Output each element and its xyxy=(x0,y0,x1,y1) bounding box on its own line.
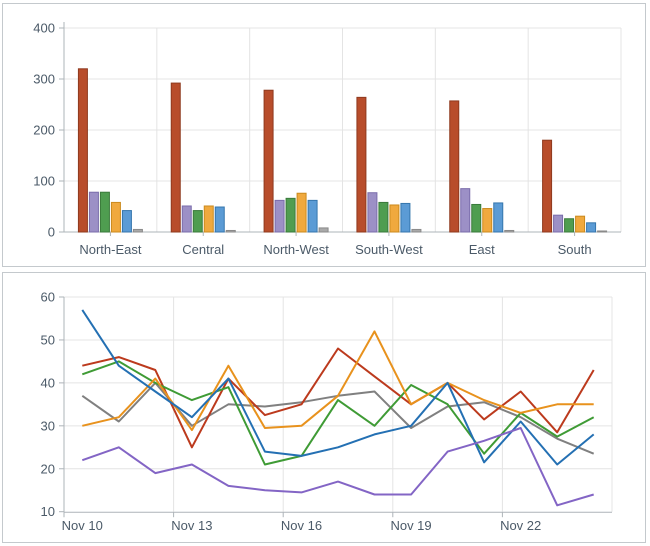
bar-blue-central[interactable] xyxy=(214,206,225,233)
bar-gray-east[interactable] xyxy=(504,229,515,233)
bar-orange-central[interactable] xyxy=(203,205,214,233)
bar-red-south[interactable] xyxy=(542,139,553,233)
x-category-label: South-West xyxy=(355,242,423,257)
line-series-blue[interactable] xyxy=(81,309,595,466)
line-chart-panel: 10 20 30 40 50 60 Nov 10 Nov 13 Nov 16 Nov 19 Nov … xyxy=(2,272,646,543)
y-tick-label: 50 xyxy=(41,332,55,347)
y-tick-label: 200 xyxy=(33,123,55,138)
bar-blue-south[interactable] xyxy=(586,222,597,233)
bar-purple-south[interactable] xyxy=(553,214,564,233)
x-date-label: Nov 16 xyxy=(281,518,322,533)
x-date-label: Nov 19 xyxy=(390,518,431,533)
x-category-label: North-West xyxy=(263,242,329,257)
line-series-green[interactable] xyxy=(81,360,595,466)
bar-green-central[interactable] xyxy=(192,210,203,233)
bar-blue-south-west[interactable] xyxy=(400,202,411,233)
bar-gray-south-west[interactable] xyxy=(411,228,422,233)
bar-orange-south-west[interactable] xyxy=(389,204,400,233)
bar-purple-north-west[interactable] xyxy=(274,199,285,233)
bar-blue-east[interactable] xyxy=(493,202,504,233)
bar-red-south-west[interactable] xyxy=(356,96,367,233)
bar-purple-east[interactable] xyxy=(460,188,471,233)
bar-red-north-west[interactable] xyxy=(263,89,274,233)
bar-gray-north-east[interactable] xyxy=(132,228,143,233)
x-category-label: Central xyxy=(182,242,224,257)
y-tick-label: 30 xyxy=(41,418,55,433)
bar-gray-north-west[interactable] xyxy=(318,227,329,233)
x-date-label: Nov 13 xyxy=(171,518,212,533)
line-series-orange[interactable] xyxy=(82,330,594,432)
bar-green-north-east[interactable] xyxy=(99,191,110,233)
x-category-label: East xyxy=(469,242,495,257)
y-tick-label: 400 xyxy=(33,21,55,36)
y-tick-label: 60 xyxy=(41,290,55,305)
x-date-label: Nov 22 xyxy=(500,518,541,533)
bar-orange-south[interactable] xyxy=(575,215,586,233)
bar-orange-north-east[interactable] xyxy=(110,201,121,233)
y-tick-label: 300 xyxy=(33,72,55,87)
bar-red-east[interactable] xyxy=(449,100,460,233)
y-tick-label: 10 xyxy=(41,504,55,519)
y-tick-label: 40 xyxy=(41,375,55,390)
x-category-label: North-East xyxy=(79,242,142,257)
bar-blue-north-west[interactable] xyxy=(307,199,318,233)
bar-red-central[interactable] xyxy=(170,82,181,233)
bar-chart: 0 100 200 300 400 North-East Central North-West… xyxy=(33,21,622,257)
bar-green-south-west[interactable] xyxy=(378,201,389,233)
bar-green-east[interactable] xyxy=(471,203,482,233)
y-tick-label: 20 xyxy=(41,461,55,476)
bar-gray-south[interactable] xyxy=(597,230,608,233)
bar-orange-north-west[interactable] xyxy=(296,192,307,233)
bar-gray-central[interactable] xyxy=(225,229,236,233)
bar-purple-central[interactable] xyxy=(181,205,192,233)
line-chart: 10 20 30 40 50 60 Nov 10 Nov 13 Nov 16 Nov 19 Nov … xyxy=(41,290,613,533)
x-category-label: South xyxy=(558,242,592,257)
y-tick-label: 100 xyxy=(33,174,55,189)
bar-chart-panel: 0 100 200 300 400 North-East Central North-West… xyxy=(2,3,646,267)
bar-purple-south-west[interactable] xyxy=(367,192,378,233)
line-series-purple[interactable] xyxy=(81,427,594,507)
bar-green-south[interactable] xyxy=(564,218,575,233)
bar-purple-north-east[interactable] xyxy=(88,191,99,233)
bar-orange-east[interactable] xyxy=(482,208,493,233)
bar-green-north-west[interactable] xyxy=(285,197,296,233)
bar-blue-north-east[interactable] xyxy=(121,210,132,233)
line-series-red[interactable] xyxy=(82,347,595,449)
x-date-label: Nov 10 xyxy=(62,518,103,533)
bar-red-north-east[interactable] xyxy=(77,68,88,233)
y-tick-label: 0 xyxy=(48,225,55,240)
